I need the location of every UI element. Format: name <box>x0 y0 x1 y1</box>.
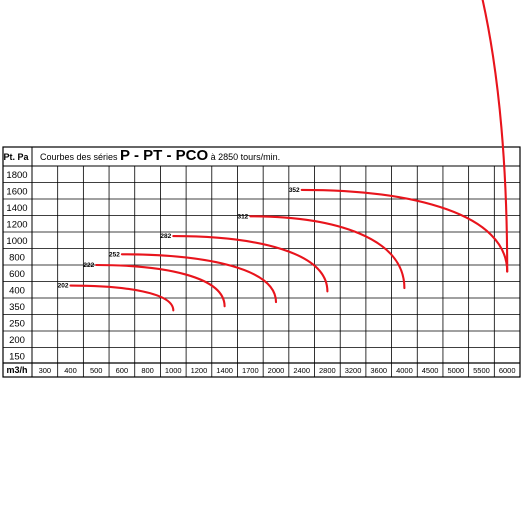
title-suffix: à 2850 tours/min. <box>208 152 280 162</box>
y-tick-label: 400 <box>9 285 25 296</box>
y-tick-label: 1600 <box>6 186 27 197</box>
fan-curve-352 <box>300 188 509 273</box>
x-tick-label: 600 <box>116 366 129 375</box>
chart-grid <box>2 146 521 378</box>
fan-curve-222 <box>95 263 226 308</box>
curve-label-312: 312 <box>237 213 248 220</box>
x-tick-label: 400 <box>64 366 77 375</box>
y-tick-label: 1200 <box>6 219 27 230</box>
title-prefix: Courbes des séries <box>40 152 120 162</box>
x-tick-label: 2000 <box>268 366 285 375</box>
y-tick-label: 1800 <box>6 170 27 181</box>
x-tick-label: 5500 <box>473 366 490 375</box>
chart-title: Courbes des séries P - PT - PCO à 2850 t… <box>40 147 280 164</box>
x-tick-label: 500 <box>90 366 103 375</box>
x-tick-label: 5000 <box>447 366 464 375</box>
y-tick-label: 150 <box>9 351 25 362</box>
fan-curve-252 <box>120 253 278 304</box>
y-tick-label: 1000 <box>6 236 27 247</box>
x-tick-label: 3200 <box>345 366 362 375</box>
curve-label-202: 202 <box>58 283 69 290</box>
x-tick-label: 300 <box>39 366 52 375</box>
x-tick-label: 800 <box>141 366 154 375</box>
y-tick-label: 350 <box>9 302 25 313</box>
title-series: P - PT - PCO <box>120 147 208 164</box>
x-tick-label: 2800 <box>319 366 336 375</box>
chart-frame <box>2 146 521 378</box>
fan-curve-202 <box>69 284 175 312</box>
fan-curve-282 <box>172 235 329 293</box>
x-tick-label: 4500 <box>422 366 439 375</box>
tick-labels: 1800 1600 1400 1200 1000 800 600 400 350 250 200 15… <box>6 170 515 375</box>
y-tick-label: 250 <box>9 318 25 329</box>
y-tick-label: 800 <box>9 252 25 263</box>
curve-label-352: 352 <box>289 187 300 194</box>
x-tick-label: 3600 <box>370 366 387 375</box>
fan-curve-45-2 <box>481 0 509 273</box>
fan-curve-312 <box>249 215 406 290</box>
x-tick-label: 1000 <box>165 366 182 375</box>
y-axis-label: Pt. Pa <box>3 152 29 162</box>
x-axis-label: m3/h <box>6 365 27 375</box>
fan-curves: 20222225228231235245-2 <box>58 0 509 312</box>
curve-label-252: 252 <box>109 251 120 258</box>
x-tick-label: 6000 <box>499 366 516 375</box>
x-tick-label: 1200 <box>191 366 208 375</box>
x-tick-label: 1700 <box>242 366 259 375</box>
x-tick-label: 2400 <box>293 366 310 375</box>
y-tick-label: 1400 <box>6 203 27 214</box>
x-tick-label: 1400 <box>216 366 233 375</box>
y-tick-label: 600 <box>9 269 25 280</box>
y-tick-label: 200 <box>9 335 25 346</box>
chart-labels: Pt. Pa m3/h Courbes des séries P - PT - … <box>3 147 280 375</box>
x-tick-label: 4000 <box>396 366 413 375</box>
curve-label-282: 282 <box>160 233 171 240</box>
curve-label-222: 222 <box>83 262 94 269</box>
